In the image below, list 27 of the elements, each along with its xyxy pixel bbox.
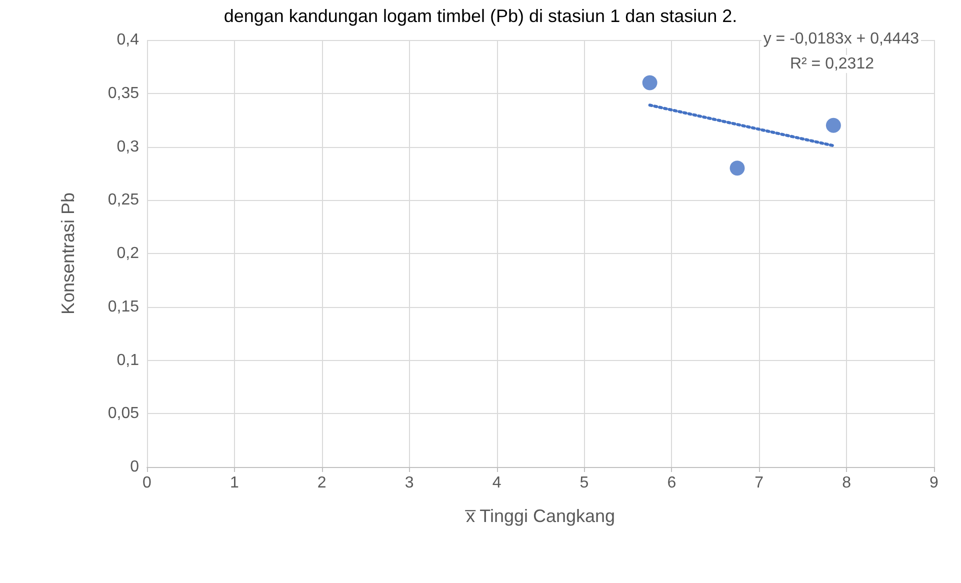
- y-tick-label: 0: [130, 458, 140, 476]
- y-tick-label: 0,1: [116, 352, 140, 369]
- x-axis-title: x̅ Tinggi Cangkang: [464, 506, 616, 526]
- y-tick-label: 0,05: [108, 405, 140, 422]
- y-tick-label: 0,3: [116, 138, 140, 156]
- annotation: R² = 0,2312: [790, 56, 874, 72]
- x-tick-label: 8: [842, 474, 852, 492]
- x-tick-label: 5: [580, 474, 589, 492]
- point: [642, 75, 658, 90]
- x-tick-label: 4: [492, 474, 502, 492]
- annotation: y = -0,0183x + 0,4443: [763, 30, 920, 48]
- x-tick-label: 0: [142, 474, 152, 492]
- chart-title: dengan kandungan logam timbel (Pb) di stasiun 1 dan stasiun 2.: [224, 6, 738, 26]
- y-tick-label: 0,25: [108, 192, 140, 209]
- y-tick-label: 0,35: [108, 84, 140, 102]
- y-tick-label: 0,4: [116, 32, 140, 48]
- x-tick-label: 3: [404, 474, 414, 492]
- y-axis-title: Konsentrasi Pb: [58, 192, 78, 315]
- x-tick-label: 6: [667, 474, 676, 492]
- point: [730, 160, 745, 176]
- x-tick-label: 1: [230, 474, 239, 492]
- x-tick-label: 2: [317, 474, 326, 492]
- y-tick-label: 0,2: [116, 245, 140, 262]
- point: [826, 118, 841, 133]
- y-tick-label: 0,15: [108, 298, 140, 316]
- x-tick-label: 7: [754, 474, 764, 492]
- x-tick-label: 9: [930, 474, 939, 492]
